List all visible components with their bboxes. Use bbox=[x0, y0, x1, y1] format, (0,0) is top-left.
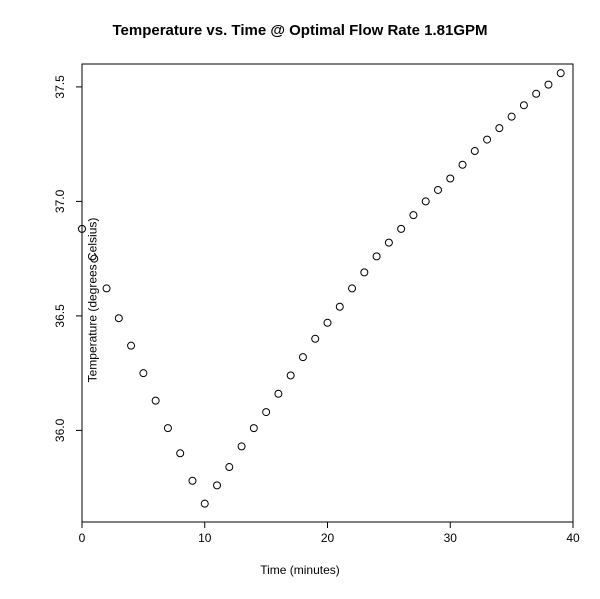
data-point bbox=[91, 255, 98, 262]
plot-frame bbox=[82, 64, 573, 522]
data-point bbox=[361, 269, 368, 276]
data-point bbox=[471, 148, 478, 155]
data-point bbox=[484, 136, 491, 143]
y-tick-label: 36.5 bbox=[53, 304, 67, 328]
data-point bbox=[459, 161, 466, 168]
x-tick-label: 0 bbox=[79, 531, 86, 545]
data-point bbox=[189, 477, 196, 484]
data-point bbox=[434, 186, 441, 193]
data-point bbox=[447, 175, 454, 182]
scatter-chart: Temperature vs. Time @ Optimal Flow Rate… bbox=[0, 0, 600, 599]
data-point bbox=[545, 81, 552, 88]
data-point bbox=[263, 409, 270, 416]
data-point bbox=[128, 342, 135, 349]
data-point bbox=[520, 102, 527, 109]
data-point bbox=[312, 335, 319, 342]
data-point bbox=[557, 70, 564, 77]
data-point bbox=[422, 198, 429, 205]
x-tick-label: 30 bbox=[444, 531, 458, 545]
data-point bbox=[214, 482, 221, 489]
data-point bbox=[201, 500, 208, 507]
data-point bbox=[385, 239, 392, 246]
data-point bbox=[533, 90, 540, 97]
data-point bbox=[373, 253, 380, 260]
data-point bbox=[508, 113, 515, 120]
y-tick-label: 36.0 bbox=[53, 418, 67, 442]
x-tick-label: 40 bbox=[566, 531, 580, 545]
data-point bbox=[410, 212, 417, 219]
y-tick-label: 37.5 bbox=[53, 75, 67, 99]
data-point bbox=[275, 390, 282, 397]
plot-svg: 0 10 20 30 40 36.0 36.5 37.0 37.5 bbox=[0, 0, 600, 599]
data-point bbox=[496, 125, 503, 132]
data-point bbox=[164, 425, 171, 432]
data-point bbox=[349, 285, 356, 292]
y-tick-label: 37.0 bbox=[53, 189, 67, 213]
x-tick-label: 20 bbox=[321, 531, 335, 545]
data-point bbox=[115, 315, 122, 322]
data-point bbox=[287, 372, 294, 379]
data-point bbox=[299, 354, 306, 361]
data-point bbox=[152, 397, 159, 404]
data-point bbox=[238, 443, 245, 450]
data-point bbox=[250, 425, 257, 432]
data-point bbox=[398, 225, 405, 232]
data-point bbox=[336, 303, 343, 310]
data-point bbox=[226, 464, 233, 471]
data-point bbox=[177, 450, 184, 457]
data-point bbox=[140, 370, 147, 377]
x-tick-label: 10 bbox=[198, 531, 212, 545]
data-point bbox=[324, 319, 331, 326]
data-point bbox=[103, 285, 110, 292]
